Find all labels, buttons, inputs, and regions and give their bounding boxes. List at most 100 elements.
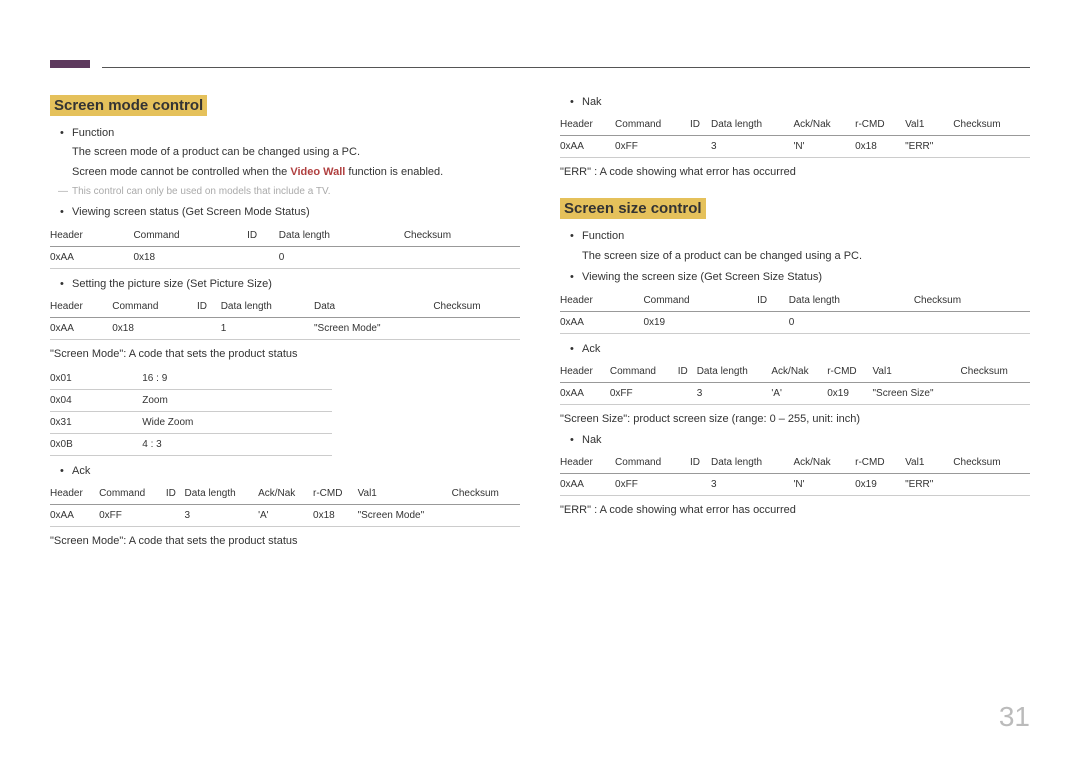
th: Data length — [711, 114, 793, 136]
td: "ERR" — [905, 136, 953, 158]
viewing-status-bullet: Viewing screen status (Get Screen Mode S… — [50, 205, 520, 220]
table-get-screen-size: Header Command ID Data length Checksum 0… — [560, 290, 1030, 334]
th: Command — [643, 290, 757, 312]
td: 'A' — [771, 382, 827, 404]
td: "ERR" — [905, 474, 953, 496]
screen-mode-desc-2: "Screen Mode": A code that sets the prod… — [50, 535, 520, 547]
td: 0x01 — [50, 368, 142, 390]
header-accent-bar — [50, 60, 90, 68]
th: Ack/Nak — [771, 361, 827, 383]
td: 0xAA — [50, 317, 112, 339]
td: 3 — [711, 136, 793, 158]
td: 0 — [279, 246, 404, 268]
td: 'A' — [258, 505, 313, 527]
th: Checksum — [961, 361, 1030, 383]
td — [452, 505, 520, 527]
td — [678, 382, 697, 404]
header-rule — [102, 67, 1030, 68]
table-ack-right: Header Command ID Data length Ack/Nak r-… — [560, 361, 1030, 405]
th: Data length — [221, 296, 314, 318]
section-title-screen-size: Screen size control — [560, 198, 706, 219]
page-content: Screen mode control Function The screen … — [50, 95, 1030, 555]
td: 0x0B — [50, 433, 142, 455]
th: Command — [99, 483, 166, 505]
td: 0xFF — [610, 382, 678, 404]
td — [197, 317, 221, 339]
th: Command — [610, 361, 678, 383]
th: ID — [247, 225, 279, 247]
td: 0xFF — [99, 505, 166, 527]
th: Val1 — [905, 452, 953, 474]
td — [953, 474, 1030, 496]
td — [404, 246, 520, 268]
th: ID — [166, 483, 185, 505]
th: Val1 — [358, 483, 452, 505]
th: Checksum — [953, 452, 1030, 474]
td: 0xAA — [560, 382, 610, 404]
err-note-1: "ERR" : A code showing what error has oc… — [560, 166, 1030, 178]
td: 0xAA — [50, 505, 99, 527]
td: 1 — [221, 317, 314, 339]
th: Command — [133, 225, 247, 247]
td: 0x18 — [313, 505, 358, 527]
td — [953, 136, 1030, 158]
th: r-CMD — [855, 114, 905, 136]
th: Ack/Nak — [258, 483, 313, 505]
right-column: Nak Header Command ID Data length Ack/Na… — [560, 95, 1030, 555]
td — [690, 474, 711, 496]
section-title-screen-mode: Screen mode control — [50, 95, 207, 116]
page-number: 31 — [999, 701, 1030, 733]
function-bullet-r: Function — [560, 229, 1030, 244]
td: 0xAA — [560, 136, 615, 158]
td: 0xAA — [560, 474, 615, 496]
text-before: Screen mode cannot be controlled when th… — [72, 166, 290, 178]
td: 3 — [711, 474, 793, 496]
table-ack-left: Header Command ID Data length Ack/Nak r-… — [50, 483, 520, 527]
td: Zoom — [142, 389, 332, 411]
th: Data length — [185, 483, 259, 505]
th: Checksum — [914, 290, 1030, 312]
th: Command — [615, 114, 690, 136]
tv-note: This control can only be used on models … — [50, 186, 520, 197]
th: ID — [757, 290, 789, 312]
td: "Screen Size" — [872, 382, 960, 404]
th: Header — [560, 290, 643, 312]
td — [914, 311, 1030, 333]
td: 0xAA — [560, 311, 643, 333]
td: 'N' — [793, 474, 855, 496]
td — [757, 311, 789, 333]
th: Val1 — [872, 361, 960, 383]
td — [961, 382, 1030, 404]
left-column: Screen mode control Function The screen … — [50, 95, 520, 555]
th: r-CMD — [313, 483, 358, 505]
th: Data length — [697, 361, 772, 383]
th: Val1 — [905, 114, 953, 136]
td — [433, 317, 520, 339]
th: Data — [314, 296, 433, 318]
video-wall-text: Video Wall — [290, 166, 345, 178]
th: ID — [678, 361, 697, 383]
th: Data length — [279, 225, 404, 247]
td — [690, 136, 711, 158]
screen-mode-desc: "Screen Mode": A code that sets the prod… — [50, 348, 520, 360]
screen-size-desc: "Screen Size": product screen size (rang… — [560, 413, 1030, 425]
td: 0xFF — [615, 474, 690, 496]
function-bullet: Function — [50, 126, 520, 141]
err-note-2: "ERR" : A code showing what error has oc… — [560, 504, 1030, 516]
td: "Screen Mode" — [314, 317, 433, 339]
nak-bullet-2: Nak — [560, 433, 1030, 448]
td: 'N' — [793, 136, 855, 158]
ack-bullet: Ack — [50, 464, 520, 479]
td — [247, 246, 279, 268]
table-set-picture-size: Header Command ID Data length Data Check… — [50, 296, 520, 340]
th: r-CMD — [855, 452, 905, 474]
td: "Screen Mode" — [358, 505, 452, 527]
th: Checksum — [452, 483, 520, 505]
th: r-CMD — [827, 361, 872, 383]
td: 3 — [185, 505, 259, 527]
td: 0x04 — [50, 389, 142, 411]
td: 0x18 — [112, 317, 197, 339]
table-codes: 0x0116 : 9 0x04Zoom 0x31Wide Zoom 0x0B4 … — [50, 368, 332, 456]
table-get-screen-mode: Header Command ID Data length Checksum 0… — [50, 225, 520, 269]
td: 0x19 — [643, 311, 757, 333]
